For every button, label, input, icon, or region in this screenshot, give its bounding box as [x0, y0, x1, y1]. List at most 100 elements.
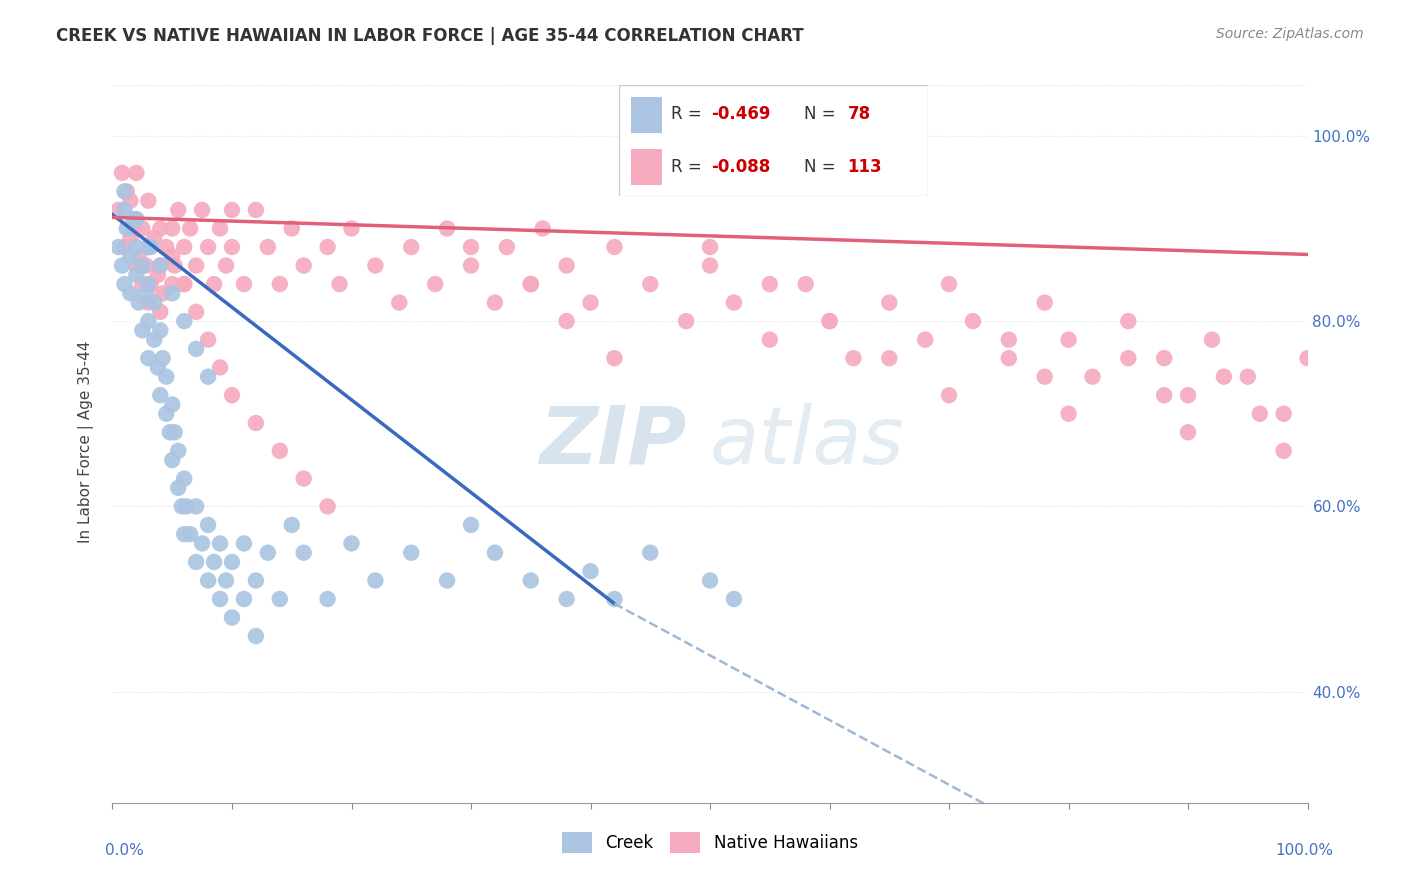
Point [139, 277, 162, 291]
Point [125, 268, 148, 282]
Point [115, 185, 138, 199]
Point [162, 277, 183, 291]
Point [209, 221, 232, 235]
Point [233, 277, 256, 291]
Point [146, 268, 169, 282]
Point [603, 351, 626, 366]
Point [173, 527, 195, 541]
Point [209, 360, 232, 375]
Point [115, 221, 138, 235]
Point [107, 240, 129, 254]
Point [125, 212, 148, 227]
Point [1118, 351, 1140, 366]
Point [1177, 388, 1199, 402]
Point [186, 500, 208, 514]
Text: N =: N = [804, 104, 841, 123]
Point [257, 240, 280, 254]
Point [162, 397, 183, 411]
Point [138, 194, 160, 208]
Point [138, 240, 160, 254]
Point [245, 416, 267, 430]
Point [759, 333, 782, 347]
Point [197, 333, 219, 347]
Point [520, 574, 543, 588]
Point [269, 277, 291, 291]
Point [120, 249, 142, 263]
Point [138, 240, 160, 254]
Point [520, 277, 543, 291]
Point [723, 592, 745, 607]
Point [120, 286, 142, 301]
Point [1201, 333, 1223, 347]
Point [138, 314, 160, 328]
Point [425, 277, 447, 291]
Point [114, 277, 135, 291]
Point [138, 277, 160, 291]
Point [329, 277, 352, 291]
Point [962, 314, 984, 328]
Point [149, 323, 172, 337]
Point [173, 277, 195, 291]
Point [603, 592, 626, 607]
Point [292, 546, 315, 560]
Point [162, 453, 183, 467]
Point [167, 202, 190, 217]
Point [173, 240, 195, 254]
Point [163, 259, 186, 273]
Point [173, 314, 195, 328]
Point [202, 555, 225, 569]
Point [186, 305, 208, 319]
Point [128, 295, 150, 310]
Point [1153, 388, 1175, 402]
Point [340, 221, 363, 235]
Point [675, 314, 697, 328]
Point [269, 443, 291, 458]
Point [1033, 295, 1056, 310]
Point [233, 592, 256, 607]
Point [149, 259, 172, 273]
Point [794, 277, 817, 291]
Point [197, 369, 219, 384]
Point [202, 277, 225, 291]
Point [699, 240, 721, 254]
Point [197, 574, 219, 588]
Point [1033, 369, 1056, 384]
Point [245, 202, 267, 217]
Point [138, 295, 160, 310]
Point [998, 351, 1021, 366]
Point [233, 536, 256, 550]
Point [1213, 369, 1236, 384]
Point [107, 202, 129, 217]
Text: ZIP: ZIP [538, 402, 686, 481]
Text: 113: 113 [848, 158, 882, 177]
Point [146, 360, 169, 375]
Point [191, 202, 214, 217]
Point [143, 231, 166, 245]
Point [139, 240, 162, 254]
Point [170, 500, 193, 514]
Point [579, 295, 602, 310]
Point [152, 286, 174, 301]
Point [579, 564, 602, 578]
Point [131, 221, 153, 235]
Point [209, 592, 232, 607]
Point [842, 351, 865, 366]
Point [131, 323, 153, 337]
Point [162, 249, 183, 263]
Text: atlas: atlas [710, 402, 905, 481]
Point [245, 629, 267, 643]
Point [603, 240, 626, 254]
Point [111, 259, 134, 273]
Point [197, 517, 219, 532]
Point [122, 212, 145, 227]
Point [938, 388, 960, 402]
Point [167, 443, 190, 458]
Point [998, 333, 1021, 347]
Point [531, 221, 554, 235]
Point [179, 221, 201, 235]
Point [1153, 351, 1175, 366]
Point [120, 194, 142, 208]
Point [135, 259, 157, 273]
Point [364, 574, 387, 588]
Text: R =: R = [671, 104, 707, 123]
